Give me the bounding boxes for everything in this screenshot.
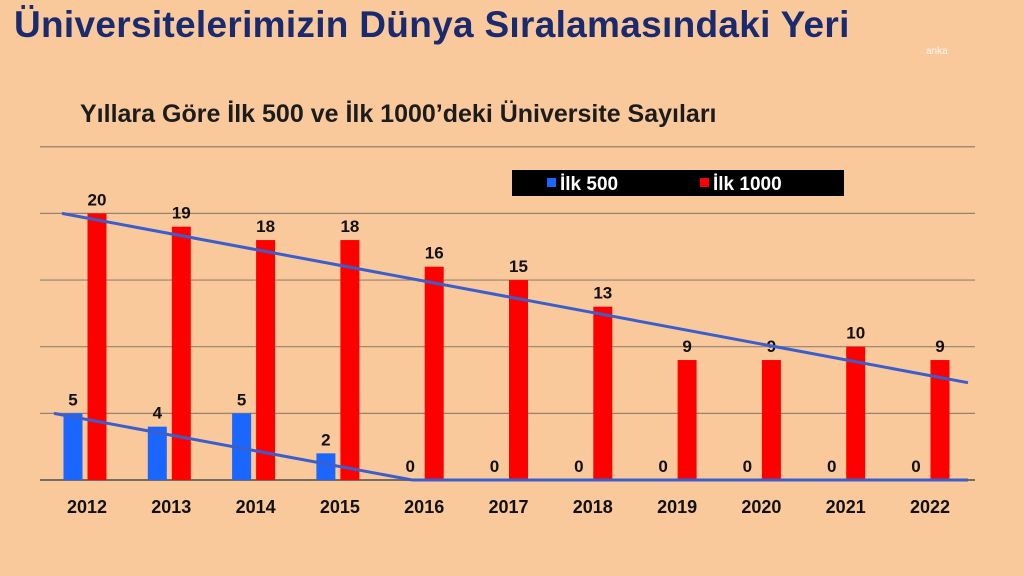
data-label-ilk1000: 13 (593, 284, 612, 303)
data-label-ilk500: 0 (490, 457, 499, 476)
trend-line-ilk500 (53, 411, 413, 482)
legend-label-ilk500: İlk 500 (560, 174, 618, 195)
x-tick-label: 2019 (657, 497, 697, 517)
bar-ilk500 (316, 453, 336, 480)
x-tick-label: 2022 (910, 497, 950, 517)
data-label-ilk500: 4 (153, 404, 163, 423)
data-label-ilk1000: 9 (682, 337, 691, 356)
x-tick-label: 2018 (573, 497, 613, 517)
bar-ilk1000 (930, 360, 950, 480)
x-tick-label: 2016 (404, 497, 444, 517)
bar-ilk500 (63, 413, 83, 480)
bar-ilk1000 (846, 346, 866, 480)
x-tick-label: 2021 (826, 497, 866, 517)
watermark: anka (926, 46, 948, 57)
bar-ilk1000 (256, 240, 276, 480)
legend-swatch-ilk500 (547, 178, 556, 187)
data-label-ilk1000: 19 (172, 204, 191, 223)
legend-box (512, 170, 844, 196)
data-label-ilk1000: 16 (425, 244, 444, 263)
bar-ilk1000 (677, 360, 697, 480)
chart-title: Yıllara Göre İlk 500 ve İlk 1000’deki Ün… (80, 100, 717, 128)
data-label-ilk1000: 18 (340, 217, 359, 236)
x-tick-label: 2012 (67, 497, 107, 517)
data-label-ilk500: 2 (321, 430, 330, 449)
legend-swatch-ilk1000 (700, 178, 709, 187)
x-tick-label: 2014 (236, 497, 276, 517)
data-label-ilk1000: 9 (935, 337, 944, 356)
bar-ilk1000 (761, 360, 781, 480)
page-title: Üniversitelerimizin Dünya Sıralamasındak… (14, 4, 850, 45)
data-label-ilk500: 0 (743, 457, 752, 476)
trend-line-ilk1000 (61, 211, 969, 385)
data-label-ilk500: 5 (237, 390, 246, 409)
legend-label-ilk1000: İlk 1000 (713, 174, 782, 195)
data-label-ilk500: 0 (911, 457, 920, 476)
bar-ilk1000 (87, 213, 107, 480)
data-label-ilk500: 5 (68, 390, 77, 409)
x-tick-label: 2013 (151, 497, 191, 517)
data-label-ilk500: 0 (405, 457, 414, 476)
x-tick-label: 2015 (320, 497, 360, 517)
data-label-ilk500: 0 (574, 457, 583, 476)
data-label-ilk500: 0 (658, 457, 667, 476)
x-tick-label: 2017 (488, 497, 528, 517)
data-label-ilk1000: 10 (846, 324, 865, 343)
data-label-ilk500: 0 (827, 457, 836, 476)
bar-ilk1000 (340, 240, 360, 480)
x-tick-label: 2020 (741, 497, 781, 517)
data-label-ilk1000: 15 (509, 257, 528, 276)
bar-ilk1000 (171, 226, 191, 480)
data-label-ilk1000: 20 (88, 190, 107, 209)
bar-ilk500 (147, 426, 167, 480)
bar-ilk1000 (593, 306, 613, 480)
bar-ilk1000 (424, 266, 444, 480)
bar-ilk1000 (509, 280, 528, 480)
bar-ilk500 (232, 413, 252, 480)
data-label-ilk1000: 18 (256, 217, 275, 236)
